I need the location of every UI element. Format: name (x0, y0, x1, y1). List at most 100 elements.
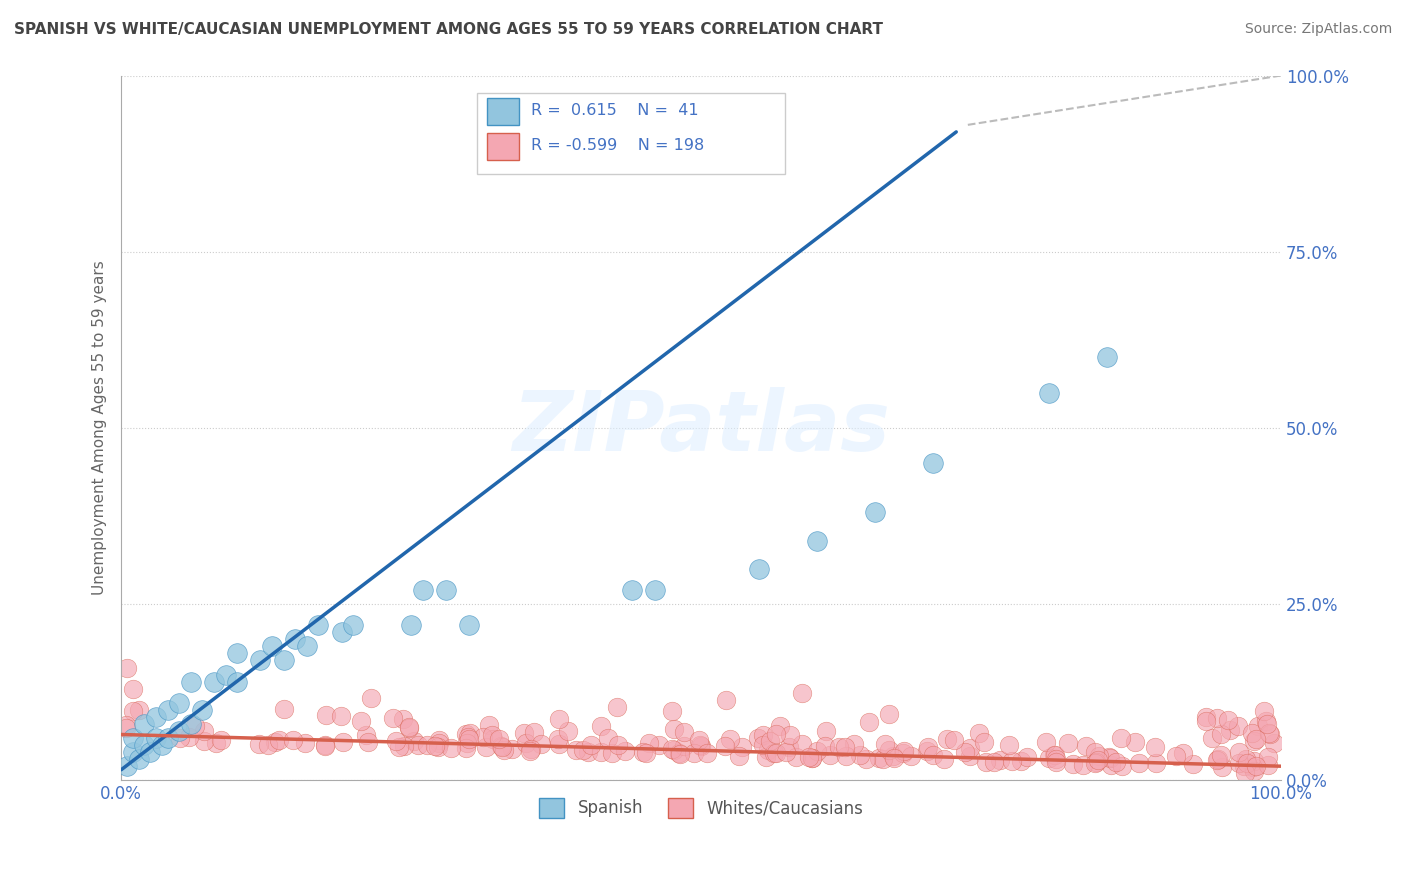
Point (661, 742, 683, 756)
Point (759, 733, 782, 747)
Point (1109, 731, 1132, 745)
Point (834, 739, 856, 754)
Point (682, 746, 704, 760)
Point (714, 739, 737, 754)
Point (530, 737, 553, 751)
Point (1181, 757, 1204, 772)
Point (150, 738, 173, 752)
Point (673, 725, 696, 739)
Legend: Spanish, Whites/Caucasians: Spanish, Whites/Caucasians (533, 791, 870, 825)
Point (454, 741, 477, 756)
Point (399, 618, 422, 632)
Point (429, 732, 451, 747)
Point (247, 738, 270, 752)
Point (440, 740, 463, 755)
Point (959, 749, 981, 764)
Point (801, 751, 824, 765)
Point (489, 739, 512, 753)
Point (900, 749, 922, 764)
Point (1099, 751, 1122, 765)
Point (350, 714, 373, 729)
Point (648, 738, 671, 752)
Point (661, 704, 683, 718)
Point (1257, 758, 1279, 772)
Point (388, 740, 411, 755)
Point (974, 755, 997, 769)
Point (482, 732, 505, 747)
Point (1246, 731, 1268, 746)
Point (214, 667, 236, 681)
Point (177, 730, 200, 744)
Point (501, 742, 523, 756)
Point (548, 737, 571, 751)
Point (1076, 739, 1098, 754)
Point (600, 746, 623, 760)
Point (828, 739, 851, 754)
Point (572, 743, 595, 757)
Point (475, 739, 498, 754)
Point (491, 739, 513, 754)
Point (145, 731, 167, 745)
Point (1254, 714, 1277, 729)
Point (273, 653, 295, 667)
Point (1128, 756, 1150, 770)
Point (1258, 726, 1281, 740)
Point (456, 727, 478, 741)
Point (494, 743, 516, 757)
Point (519, 744, 541, 758)
Point (360, 690, 382, 705)
Point (115, 660, 138, 674)
Point (765, 727, 787, 741)
Point (193, 724, 215, 739)
Point (915, 744, 938, 758)
Point (613, 744, 636, 758)
Point (183, 719, 205, 733)
Point (1045, 752, 1067, 766)
Point (1087, 753, 1109, 767)
Point (731, 739, 754, 754)
Point (778, 739, 800, 754)
Bar (477, 93, 785, 174)
Point (1219, 723, 1241, 738)
Point (515, 736, 537, 750)
Point (579, 739, 602, 753)
Text: ZIPatlas: ZIPatlas (512, 387, 890, 468)
Point (877, 743, 900, 757)
Point (384, 734, 406, 748)
Point (488, 732, 510, 747)
Point (295, 640, 318, 654)
Point (1057, 736, 1080, 750)
Point (620, 582, 643, 597)
Point (416, 739, 439, 753)
Point (1216, 714, 1239, 728)
Point (800, 751, 823, 765)
Point (1088, 748, 1111, 763)
Point (873, 737, 896, 751)
Point (1000, 754, 1022, 768)
Point (849, 748, 872, 763)
Point (1085, 756, 1108, 770)
Point (689, 738, 711, 752)
Point (751, 738, 773, 752)
Point (342, 618, 364, 632)
Point (156, 731, 179, 745)
Point (330, 709, 353, 723)
Point (128, 752, 150, 766)
Point (747, 731, 769, 746)
Point (1243, 764, 1265, 779)
Point (835, 749, 858, 764)
Point (755, 750, 778, 764)
Point (284, 632, 307, 647)
Point (1043, 748, 1066, 763)
Point (943, 732, 966, 747)
Text: R = -0.599    N = 198: R = -0.599 N = 198 (530, 137, 704, 153)
Point (456, 736, 478, 750)
Point (1123, 735, 1146, 749)
Point (557, 723, 579, 738)
Point (779, 729, 801, 743)
Point (959, 741, 981, 756)
Point (1229, 756, 1251, 771)
Point (988, 753, 1011, 767)
Point (1244, 759, 1267, 773)
Point (842, 737, 865, 751)
